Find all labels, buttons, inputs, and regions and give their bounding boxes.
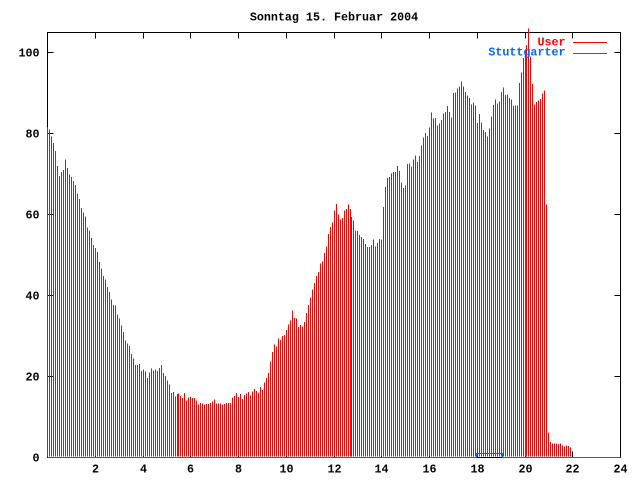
svg-text:0: 0: [32, 452, 39, 466]
svg-text:User: User: [537, 36, 565, 50]
svg-text:12: 12: [327, 463, 341, 477]
svg-text:24: 24: [613, 463, 627, 477]
svg-text:Sonntag 15. Februar 2004: Sonntag 15. Februar 2004: [250, 11, 418, 25]
svg-text:18: 18: [470, 463, 484, 477]
svg-text:16: 16: [422, 463, 436, 477]
svg-text:60: 60: [25, 209, 39, 223]
svg-text:20: 20: [25, 371, 39, 385]
svg-text:10: 10: [279, 463, 293, 477]
svg-text:8: 8: [235, 463, 242, 477]
svg-text:20: 20: [518, 463, 532, 477]
svg-text:100: 100: [18, 47, 39, 61]
svg-text:80: 80: [25, 128, 39, 142]
svg-text:14: 14: [374, 463, 388, 477]
svg-text:6: 6: [187, 463, 194, 477]
svg-text:2: 2: [92, 463, 99, 477]
svg-text:Stuttgarter: Stuttgarter: [488, 46, 565, 60]
svg-text:40: 40: [25, 290, 39, 304]
svg-text:4: 4: [140, 463, 147, 477]
svg-text:22: 22: [565, 463, 579, 477]
